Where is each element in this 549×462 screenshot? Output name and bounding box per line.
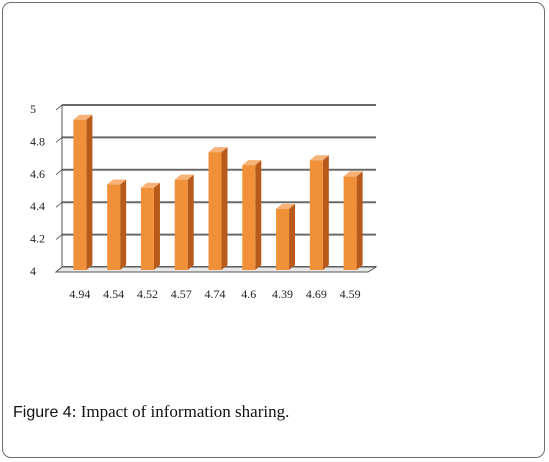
y-tick-label-5: 5 <box>30 102 36 116</box>
x-tick-label-8: 4.59 <box>340 287 361 301</box>
grid-depth-3 <box>55 169 63 176</box>
bar-side-5 <box>255 160 262 270</box>
bar-5 <box>242 165 256 270</box>
bar-side-1 <box>120 179 127 270</box>
y-tick-label-4: 4.8 <box>30 134 45 148</box>
bar-top-5 <box>242 160 262 166</box>
bar-6 <box>276 208 290 270</box>
bar-7 <box>309 160 323 270</box>
grid-depth-4 <box>55 137 63 143</box>
bar-side-2 <box>153 182 160 270</box>
bar-top-3 <box>174 174 194 180</box>
bar-side-4 <box>221 147 228 270</box>
bar-1 <box>107 184 121 270</box>
bar-side-7 <box>322 155 329 270</box>
figure-label: Figure 4 <box>13 404 72 421</box>
bar-side-0 <box>86 114 93 270</box>
x-tick-label-4: 4.74 <box>205 287 226 301</box>
figure-caption-text: Impact of information sharing. <box>76 402 290 421</box>
figure-separator: : <box>71 402 77 421</box>
x-tick-label-7: 4.69 <box>306 287 327 301</box>
y-tick-label-3: 4.6 <box>30 167 45 181</box>
bar-side-8 <box>356 171 363 270</box>
grid-depth-1 <box>55 234 63 240</box>
y-tick-label-2: 4.4 <box>30 199 45 213</box>
grid-depth-5 <box>55 104 63 111</box>
bar-top-0 <box>73 114 93 120</box>
figure-frame <box>2 2 545 458</box>
bar-0 <box>73 119 87 270</box>
bar-side-6 <box>289 203 296 270</box>
y-tick-label-0: 4 <box>30 264 36 278</box>
grid-depth-2 <box>55 201 63 208</box>
x-tick-label-5: 4.6 <box>241 287 256 301</box>
bar-side-3 <box>187 174 194 270</box>
bar-4 <box>208 152 222 270</box>
bar-8 <box>343 176 357 270</box>
bar-top-4 <box>208 147 228 153</box>
x-tick-label-1: 4.54 <box>103 287 124 301</box>
bar-top-8 <box>343 171 363 177</box>
bar-2 <box>140 187 154 270</box>
x-tick-label-2: 4.52 <box>137 287 158 301</box>
bar-top-1 <box>107 179 127 185</box>
x-tick-label-6: 4.39 <box>272 287 293 301</box>
bar-top-6 <box>276 203 296 209</box>
figure-caption: Figure 4: Impact of information sharing. <box>13 402 289 422</box>
bar-top-2 <box>140 182 160 188</box>
y-tick-label-1: 4.2 <box>30 232 45 246</box>
bar-top-7 <box>309 155 329 161</box>
bar-3 <box>174 179 188 270</box>
x-tick-label-0: 4.94 <box>69 287 90 301</box>
x-tick-label-3: 4.57 <box>171 287 192 301</box>
